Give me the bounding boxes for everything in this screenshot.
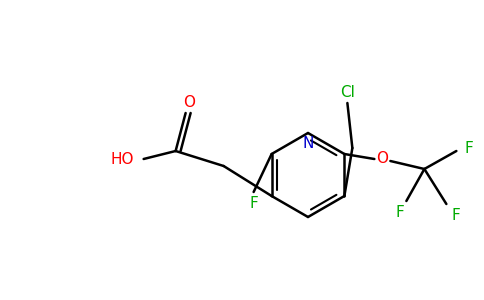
- Text: F: F: [452, 208, 460, 223]
- Text: O: O: [182, 95, 195, 110]
- Text: HO: HO: [110, 152, 134, 166]
- Text: F: F: [249, 196, 258, 211]
- Text: F: F: [395, 205, 404, 220]
- Text: Cl: Cl: [340, 85, 355, 100]
- Text: O: O: [377, 152, 388, 166]
- Text: F: F: [464, 142, 473, 157]
- Text: N: N: [302, 136, 314, 151]
